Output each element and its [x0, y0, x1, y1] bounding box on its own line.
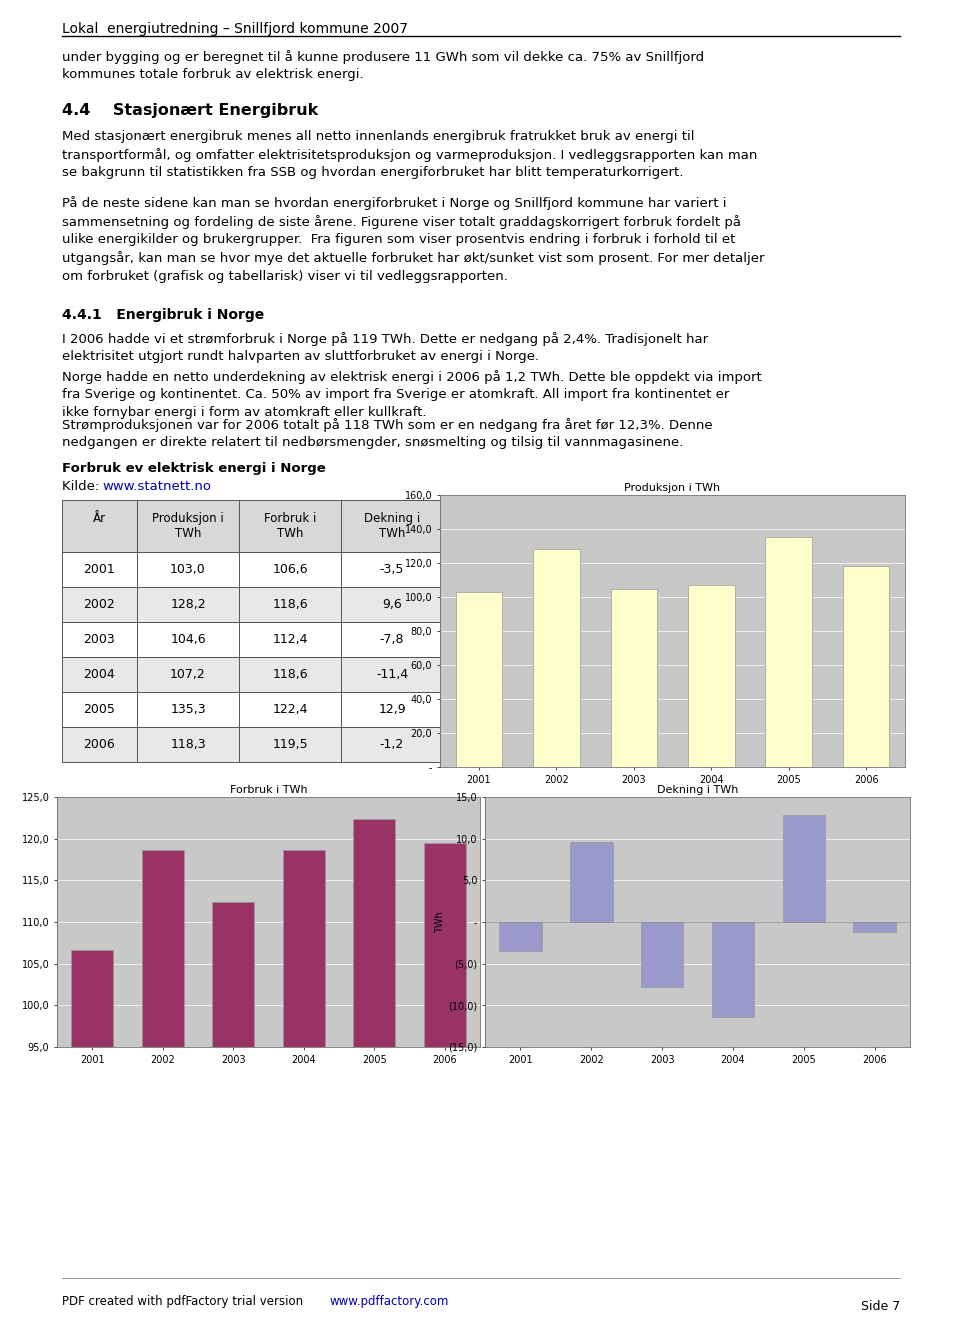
Text: 2006: 2006	[84, 738, 115, 751]
Text: Forbruk ev elektrisk energi i Norge: Forbruk ev elektrisk energi i Norge	[62, 462, 325, 475]
Title: Dekning i TWh: Dekning i TWh	[657, 785, 738, 795]
Bar	[239, 500, 341, 552]
Bar	[137, 727, 239, 762]
Bar	[499, 921, 541, 952]
Text: 107,2: 107,2	[170, 668, 205, 681]
Text: 9,6: 9,6	[382, 598, 402, 611]
Text: -3,5: -3,5	[380, 564, 404, 576]
Text: I 2006 hadde vi et strømforbruk i Norge på 119 TWh. Dette er nedgang på 2,4%. Tr: I 2006 hadde vi et strømforbruk i Norge …	[62, 333, 708, 363]
Text: 2003: 2003	[84, 634, 115, 645]
Bar	[142, 850, 184, 1320]
Bar	[611, 589, 657, 767]
Bar	[341, 622, 443, 657]
Bar	[62, 552, 137, 587]
Text: 2005: 2005	[84, 704, 115, 715]
Bar	[137, 657, 239, 692]
Text: 122,4: 122,4	[273, 704, 308, 715]
Title: Forbruk i TWh: Forbruk i TWh	[229, 785, 307, 795]
Text: under bygging og er beregnet til å kunne produsere 11 GWh som vil dekke ca. 75% : under bygging og er beregnet til å kunne…	[62, 50, 704, 81]
Bar	[62, 727, 137, 762]
Bar	[341, 692, 443, 727]
Text: 4.4.1   Energibruk i Norge: 4.4.1 Energibruk i Norge	[62, 308, 264, 322]
Title: Produksjon i TWh: Produksjon i TWh	[624, 483, 721, 492]
Text: 118,6: 118,6	[273, 668, 308, 681]
Text: Strømproduksjonen var for 2006 totalt på 118 TWh som er en nedgang fra året før : Strømproduksjonen var for 2006 totalt på…	[62, 418, 712, 450]
Bar	[282, 850, 324, 1320]
Text: Lokal  energiutredning – Snillfjord kommune 2007: Lokal energiutredning – Snillfjord kommu…	[62, 22, 408, 36]
Bar	[341, 587, 443, 622]
Text: 2004: 2004	[84, 668, 115, 681]
Bar	[239, 727, 341, 762]
Text: 119,5: 119,5	[273, 738, 308, 751]
Text: År: År	[93, 512, 106, 540]
Bar	[212, 902, 254, 1320]
Text: 135,3: 135,3	[170, 704, 205, 715]
Text: 4.4    Stasjonært Energibruk: 4.4 Stasjonært Energibruk	[62, 103, 319, 117]
Bar	[137, 692, 239, 727]
Bar	[843, 566, 890, 767]
Bar	[62, 657, 137, 692]
Bar	[62, 692, 137, 727]
Bar	[341, 552, 443, 587]
Text: Produksjon i
TWh: Produksjon i TWh	[152, 512, 224, 540]
Bar	[71, 950, 113, 1320]
Bar	[782, 814, 825, 921]
Text: 12,9: 12,9	[378, 704, 406, 715]
Text: PDF created with pdfFactory trial version: PDF created with pdfFactory trial versio…	[62, 1295, 307, 1308]
Bar	[353, 818, 396, 1320]
Bar	[239, 692, 341, 727]
Text: 112,4: 112,4	[273, 634, 308, 645]
Bar	[765, 537, 812, 767]
Text: 118,6: 118,6	[273, 598, 308, 611]
Bar	[137, 622, 239, 657]
Text: 118,3: 118,3	[170, 738, 205, 751]
Text: www.statnett.no: www.statnett.no	[102, 480, 211, 492]
Text: 128,2: 128,2	[170, 598, 205, 611]
Bar	[853, 921, 896, 932]
Bar	[62, 500, 137, 552]
Bar	[341, 727, 443, 762]
Bar	[641, 921, 684, 987]
Text: -7,8: -7,8	[380, 634, 404, 645]
Y-axis label: TWh: TWh	[435, 911, 445, 933]
Text: På de neste sidene kan man se hvordan energiforbruket i Norge og Snillfjord komm: På de neste sidene kan man se hvordan en…	[62, 195, 764, 282]
Text: 2002: 2002	[84, 598, 115, 611]
Bar	[62, 587, 137, 622]
Bar	[423, 843, 466, 1320]
Bar	[341, 657, 443, 692]
Text: -1,2: -1,2	[380, 738, 404, 751]
Text: 2001: 2001	[84, 564, 115, 576]
Text: Kilde:: Kilde:	[62, 480, 104, 492]
Bar	[341, 500, 443, 552]
Bar	[533, 549, 580, 767]
Text: Norge hadde en netto underdekning av elektrisk energi i 2006 på 1,2 TWh. Dette b: Norge hadde en netto underdekning av ele…	[62, 370, 761, 418]
Bar	[239, 657, 341, 692]
Bar	[62, 622, 137, 657]
Bar	[688, 585, 734, 767]
Text: 104,6: 104,6	[170, 634, 205, 645]
Bar	[570, 842, 612, 921]
Bar	[455, 591, 502, 767]
Text: www.pdffactory.com: www.pdffactory.com	[330, 1295, 449, 1308]
Bar	[239, 587, 341, 622]
Bar	[711, 921, 755, 1016]
Text: -11,4: -11,4	[376, 668, 408, 681]
Bar	[239, 552, 341, 587]
Bar	[239, 622, 341, 657]
Text: 106,6: 106,6	[273, 564, 308, 576]
Bar	[137, 587, 239, 622]
Text: Med stasjonært energibruk menes all netto innenlands energibruk fratrukket bruk : Med stasjonært energibruk menes all nett…	[62, 129, 757, 180]
Text: 103,0: 103,0	[170, 564, 205, 576]
Text: Side 7: Side 7	[861, 1300, 900, 1313]
Bar	[137, 552, 239, 587]
Text: Dekning i
TWh: Dekning i TWh	[364, 512, 420, 540]
Text: Forbruk i
TWh: Forbruk i TWh	[264, 512, 316, 540]
Bar	[137, 500, 239, 552]
